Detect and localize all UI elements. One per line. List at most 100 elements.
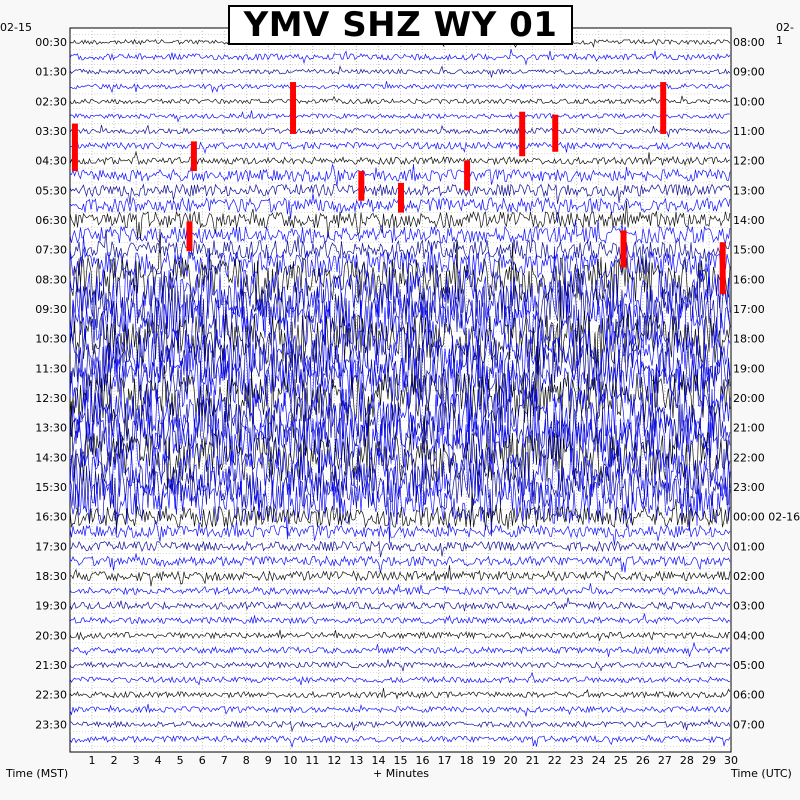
x-tick-label: 14 <box>371 754 385 767</box>
event-marker <box>358 171 365 201</box>
y-tick-label-left: 05:30 <box>35 184 67 197</box>
trace-row <box>69 200 731 240</box>
x-tick-label: 4 <box>155 754 162 767</box>
y-tick-label-left: 02:30 <box>35 95 67 108</box>
x-tick-label: 8 <box>243 754 250 767</box>
y-tick-label-left: 04:30 <box>35 155 67 168</box>
y-tick-label-right: 17:00 <box>733 303 765 316</box>
x-tick-label: 26 <box>636 754 650 767</box>
x-tick-label: 20 <box>504 754 518 767</box>
x-tick-label: 24 <box>592 754 606 767</box>
x-tick-label: 11 <box>305 754 319 767</box>
trace-row <box>69 734 731 749</box>
trace-row <box>69 359 731 439</box>
y-tick-label-left: 10:30 <box>35 333 67 346</box>
y-tick-label-left: 16:30 <box>35 511 67 524</box>
x-tick-label: 16 <box>416 754 430 767</box>
trace-row <box>69 718 731 733</box>
trace-row <box>69 400 731 468</box>
event-marker <box>464 160 471 191</box>
x-tick-label: 27 <box>658 754 672 767</box>
y-tick-label-right: 23:00 <box>733 481 765 494</box>
y-tick-label-left: 15:30 <box>35 481 67 494</box>
y-tick-label-right: 03:00 <box>733 600 765 613</box>
trace-row <box>69 703 731 717</box>
x-tick-label: 3 <box>133 754 140 767</box>
trace-row <box>69 110 731 123</box>
y-tick-label-left: 03:30 <box>35 125 67 138</box>
y-tick-label-left: 09:30 <box>35 303 67 316</box>
y-tick-label-left: 23:30 <box>35 718 67 731</box>
y-tick-label-left: 19:30 <box>35 600 67 613</box>
trace-row <box>69 491 731 531</box>
x-tick-label: 10 <box>283 754 297 767</box>
y-tick-label-left: 12:30 <box>35 392 67 405</box>
y-tick-label-left: 00:30 <box>35 36 67 49</box>
y-tick-label-left: 20:30 <box>35 629 67 642</box>
trace-row <box>69 659 731 672</box>
trace-row <box>69 49 731 66</box>
event-marker <box>552 114 559 152</box>
x-tick-label: 6 <box>199 754 206 767</box>
y-axis-left-label: Time (MST) <box>6 767 69 780</box>
y-tick-label-left: 11:30 <box>35 362 67 375</box>
trace-row <box>69 343 731 445</box>
y-tick-label-left: 17:30 <box>35 540 67 553</box>
y-tick-label-left: 01:30 <box>35 66 67 79</box>
x-tick-label: 25 <box>614 754 628 767</box>
y-tick-label-right: 16:00 <box>733 273 765 286</box>
trace-row <box>69 95 730 105</box>
y-tick-label-right: 19:00 <box>733 362 765 375</box>
trace-row <box>69 597 731 612</box>
y-tick-label-left: 06:30 <box>35 214 67 227</box>
y-tick-label-right: 22:00 <box>733 451 765 464</box>
trace-row <box>69 305 731 413</box>
event-marker <box>398 182 404 213</box>
trace-row <box>69 431 731 537</box>
trace-row <box>69 141 731 155</box>
y-tick-label-right: 05:00 <box>733 659 765 672</box>
clipped-events <box>71 82 726 295</box>
event-marker <box>660 82 667 134</box>
y-tick-label-right: 08:00 <box>733 36 765 49</box>
y-tick-label-right: 14:00 <box>733 214 765 227</box>
y-tick-label-right: 00:00 02-16 <box>733 511 800 524</box>
y-tick-label-right: 11:00 <box>733 125 765 138</box>
y-tick-label-left: 13:30 <box>35 422 67 435</box>
x-tick-label: 15 <box>394 754 408 767</box>
x-tick-label: 12 <box>327 754 341 767</box>
y-tick-label-right: 10:00 <box>733 95 765 108</box>
trace-row <box>69 540 731 558</box>
trace-row <box>69 583 731 596</box>
x-tick-label: 7 <box>221 754 228 767</box>
y-tick-label-left: 22:30 <box>35 689 67 702</box>
event-marker <box>186 221 193 252</box>
trace-row <box>69 150 731 167</box>
x-tick-label: 19 <box>482 754 496 767</box>
x-tick-label: 22 <box>548 754 562 767</box>
trace-row <box>69 613 731 625</box>
grid <box>70 28 731 752</box>
event-marker <box>620 230 627 268</box>
trace-row <box>69 81 731 94</box>
x-tick-label: 21 <box>526 754 540 767</box>
y-tick-label-right: 12:00 <box>733 155 765 168</box>
x-tick-label: 28 <box>680 754 694 767</box>
x-tick-label: 17 <box>438 754 452 767</box>
x-tick-label: 13 <box>349 754 363 767</box>
trace-row <box>69 280 731 371</box>
start-date-right: 02-1 <box>776 21 794 47</box>
y-tick-label-left: 08:30 <box>35 273 67 286</box>
trace-row <box>69 163 731 186</box>
y-tick-label-right: 07:00 <box>733 718 765 731</box>
trace-row <box>69 65 731 78</box>
x-tick-label: 29 <box>702 754 716 767</box>
x-tick-label: 23 <box>570 754 584 767</box>
event-marker <box>719 242 726 295</box>
event-marker <box>190 141 197 172</box>
x-tick-label: 30 <box>724 754 738 767</box>
chart-title: YMV SHZ WY 01 <box>228 5 573 45</box>
y-tick-label-right: 18:00 <box>733 333 765 346</box>
y-tick-label-left: 18:30 <box>35 570 67 583</box>
